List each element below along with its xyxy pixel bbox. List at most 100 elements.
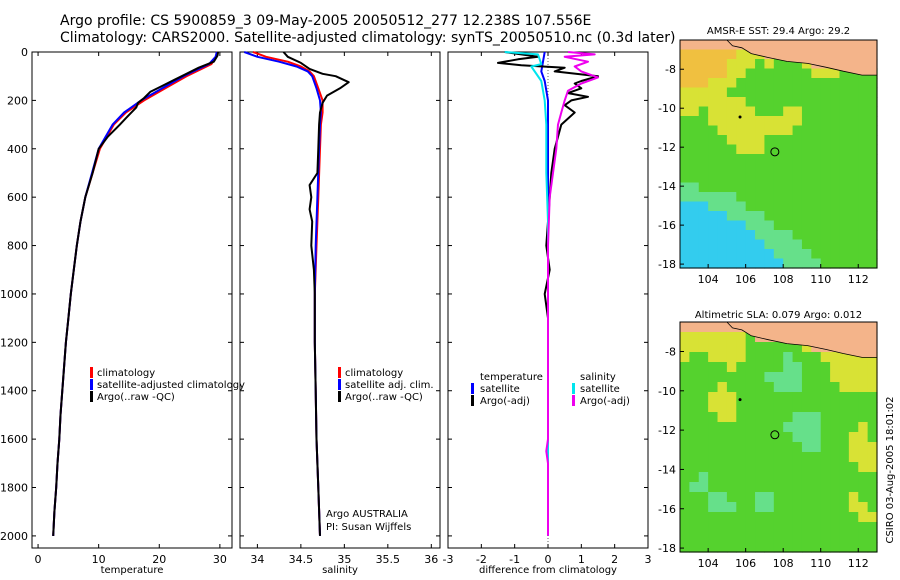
map-cell [783, 68, 794, 79]
map-cell [764, 116, 775, 127]
map-cell [698, 59, 709, 70]
map-cell [867, 472, 878, 483]
map-cell [680, 322, 690, 333]
map-cell [830, 512, 841, 523]
map-cell [689, 182, 700, 193]
map-cell [708, 163, 719, 174]
map-cell [792, 163, 803, 174]
map-cell [773, 362, 784, 373]
map-x-tick-label: 112 [848, 273, 869, 286]
map-cell [726, 49, 737, 60]
x-tick-label: 2 [611, 553, 618, 566]
map-cell [811, 472, 822, 483]
map-cell [839, 258, 850, 269]
map-cell [839, 422, 850, 433]
map-cell [858, 422, 869, 433]
map-cell [773, 68, 784, 79]
map-cell [708, 412, 719, 423]
map-cell [745, 532, 756, 543]
map-cell [680, 412, 690, 423]
map-cell [867, 532, 878, 543]
map-cell [698, 201, 709, 212]
map-cell [792, 472, 803, 483]
map-cell [680, 372, 690, 383]
map-cell [867, 211, 878, 222]
map-cell [689, 462, 700, 473]
map-cell [726, 502, 737, 513]
map-cell [830, 135, 841, 146]
map-cell [867, 452, 878, 463]
map-cell [736, 49, 747, 60]
map-cell [717, 49, 728, 60]
map-cell [839, 352, 850, 363]
map-cell [792, 68, 803, 79]
map-cell [717, 173, 728, 184]
map-cell [858, 392, 869, 403]
map-cell [792, 512, 803, 523]
x-tick-label: 30 [213, 553, 227, 566]
map-cell [698, 49, 709, 60]
map-cell [801, 182, 812, 193]
map-cell [773, 352, 784, 363]
y-tick-label: 2000 [0, 530, 28, 543]
map-cell [698, 332, 709, 343]
map-cell [680, 144, 690, 155]
map-cell [801, 372, 812, 383]
map-cell [736, 442, 747, 453]
map-cell [726, 542, 737, 553]
map-cell [708, 173, 719, 184]
map-cell [698, 512, 709, 523]
map-cell [773, 230, 784, 241]
map-cell [745, 442, 756, 453]
map-cell [773, 154, 784, 165]
map-cell [717, 97, 728, 108]
map-cell [820, 125, 831, 136]
map-cell [811, 412, 822, 423]
map-cell [773, 87, 784, 98]
legend-swatch [90, 367, 93, 378]
map-cell [848, 192, 859, 203]
map-cell [755, 154, 766, 165]
map-cell [689, 412, 700, 423]
map-cell [717, 220, 728, 231]
map-cell [745, 522, 756, 533]
x-tick-label: -2 [476, 553, 487, 566]
legend-swatch [572, 395, 575, 406]
map-cell [745, 502, 756, 513]
map-cell [830, 492, 841, 503]
map-cell [773, 192, 784, 203]
map-cell [811, 372, 822, 383]
map-cell [783, 59, 794, 70]
map-cell [858, 462, 869, 473]
map-cell [867, 173, 878, 184]
map-cell [680, 542, 690, 553]
map-cell [867, 87, 878, 98]
map-cell [839, 249, 850, 260]
map-cell [783, 432, 794, 443]
map-cell [745, 472, 756, 483]
x-tick-label: 10 [92, 553, 106, 566]
map-cell [773, 432, 784, 443]
map-cell [755, 522, 766, 533]
x-tick-label: 0 [545, 553, 552, 566]
map-cell [717, 182, 728, 193]
legend-label: satellite [480, 384, 520, 395]
map-cell [839, 97, 850, 108]
map-cell [783, 372, 794, 383]
map-cell [801, 392, 812, 403]
map-cell [848, 230, 859, 241]
map-cell [839, 144, 850, 155]
map-cell [848, 163, 859, 174]
map-cell [755, 402, 766, 413]
map-cell [830, 402, 841, 413]
map-cell [848, 352, 859, 363]
map-cell [736, 230, 747, 241]
map-cell [848, 432, 859, 443]
map-x-tick-label: 112 [848, 557, 869, 570]
map-cell [848, 442, 859, 453]
map-cell [764, 472, 775, 483]
map-cell [755, 182, 766, 193]
map-cell [764, 249, 775, 260]
map-cell [820, 249, 831, 260]
map-cell [726, 412, 737, 423]
